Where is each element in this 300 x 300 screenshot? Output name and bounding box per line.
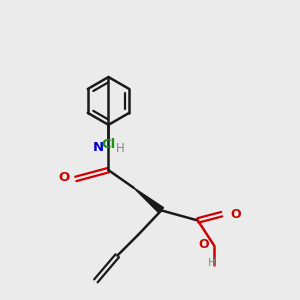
Text: O: O — [58, 171, 70, 184]
Polygon shape — [134, 188, 164, 213]
Text: N: N — [92, 141, 104, 154]
Text: O: O — [199, 238, 209, 251]
Text: Cl: Cl — [101, 139, 116, 152]
Text: H: H — [208, 258, 216, 268]
Text: O: O — [230, 208, 241, 221]
Text: H: H — [116, 142, 124, 155]
